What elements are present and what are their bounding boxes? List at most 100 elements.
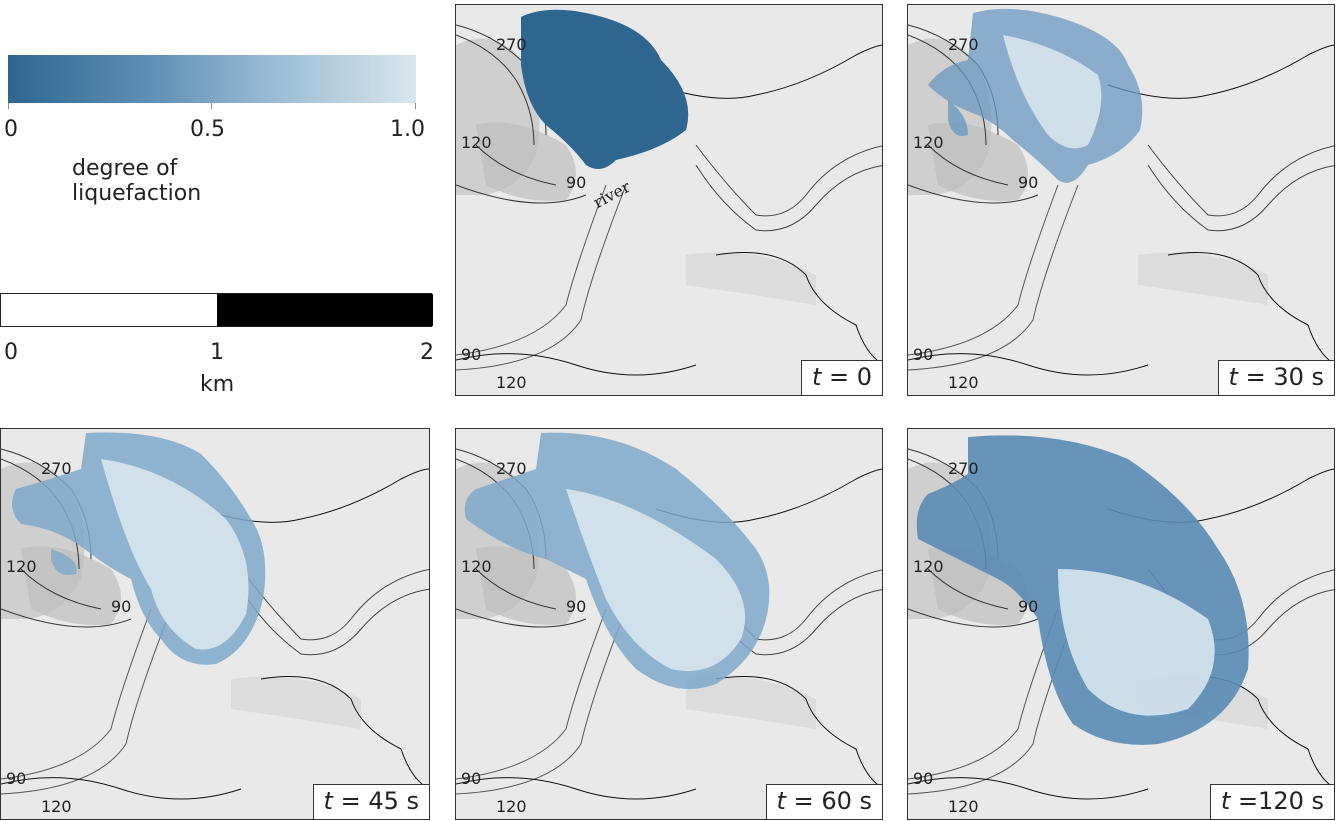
flow-high-liquefaction — [566, 489, 746, 671]
time-label: t =120 s — [1209, 784, 1334, 819]
flow-high-liquefaction — [1058, 569, 1215, 716]
boundary-line — [908, 777, 1149, 800]
time-symbol: t — [811, 363, 822, 391]
contour-label: 120 — [948, 373, 979, 392]
river-bank — [1147, 164, 1334, 232]
contour-label: 90 — [913, 769, 934, 788]
contour-label: 90 — [6, 769, 27, 788]
river-bank — [456, 608, 627, 795]
liquefaction-flow — [521, 9, 689, 169]
terrain-map — [456, 432, 882, 800]
boundary-line — [715, 676, 882, 789]
contour-label: 90 — [111, 597, 132, 616]
contour-label: 90 — [1018, 597, 1039, 616]
colorbar-caption: degree of liquefaction — [72, 156, 202, 206]
hillshade-area — [476, 122, 576, 201]
scale-label-0: 0 — [4, 340, 18, 365]
time-value: = 60 s — [785, 787, 872, 815]
contour-line — [456, 34, 535, 146]
scale-bar — [0, 293, 433, 327]
map-panel-t0: 270 120 90 90 120 river t = 0 — [455, 4, 883, 396]
boundary-line — [456, 777, 697, 800]
time-symbol: t — [1228, 363, 1238, 391]
time-label: t = 0 — [800, 360, 882, 395]
hillshade-area — [928, 122, 1028, 201]
time-symbol: t — [776, 787, 786, 815]
river-bank — [908, 608, 1059, 780]
contour-line — [456, 184, 587, 204]
contour-label: 90 — [566, 597, 587, 616]
flow-high-liquefaction — [1003, 35, 1102, 149]
river-bank — [908, 184, 1059, 356]
map-panel-t30: 270 120 90 90 120 t = 30 s — [907, 4, 1335, 396]
scale-label-2: 2 — [420, 340, 434, 365]
hillshade-area — [1138, 252, 1268, 305]
map-panel-t60: 270 120 90 90 120 t = 60 s — [455, 428, 883, 820]
scale-label-1: 1 — [210, 340, 224, 365]
hillshade-area — [476, 546, 576, 625]
boundary-line — [1167, 252, 1334, 365]
contour-label: 270 — [496, 459, 527, 478]
flow-lobe — [948, 100, 968, 136]
time-label: t = 60 s — [765, 784, 882, 819]
contour-label: 120 — [913, 133, 944, 152]
colorbar — [8, 55, 416, 103]
hillshade-area — [686, 676, 816, 729]
time-value: =120 s — [1230, 787, 1324, 815]
colorbar-tick — [211, 103, 212, 109]
river-bank — [695, 164, 882, 232]
colorbar-max-label: 1.0 — [390, 117, 425, 142]
boundary-line — [655, 44, 882, 99]
river-bank — [240, 588, 429, 656]
river-bank — [695, 144, 882, 217]
time-symbol: t — [1220, 787, 1231, 815]
contour-label: 120 — [496, 797, 527, 816]
contour-label: 270 — [948, 35, 979, 54]
hillshade-area — [21, 546, 121, 625]
contour-label: 90 — [913, 345, 934, 364]
contour-label: 270 — [41, 459, 72, 478]
time-value: = 45 s — [332, 787, 419, 815]
colorbar-min-label: 0 — [4, 117, 18, 142]
contour-label: 120 — [461, 557, 492, 576]
river-bank — [1, 608, 172, 795]
contour-label: 90 — [1018, 173, 1039, 192]
scale-bar-segment — [217, 294, 433, 326]
time-value: = 0 — [821, 363, 872, 391]
time-symbol: t — [323, 787, 333, 815]
boundary-line — [456, 353, 697, 376]
map-panel-t120: 270 120 90 90 120 t =120 s — [907, 428, 1335, 820]
contour-label: 120 — [6, 557, 37, 576]
contour-label: 90 — [461, 345, 482, 364]
river-bank — [1, 608, 152, 780]
river-bank — [1147, 144, 1334, 217]
river-bank — [908, 184, 1079, 371]
contour-label: 270 — [496, 35, 527, 54]
contour-label: 120 — [461, 133, 492, 152]
terrain-map — [1, 432, 429, 800]
contour-line — [908, 184, 1039, 204]
river-bank — [456, 608, 607, 780]
boundary-line — [260, 676, 429, 790]
time-label: t = 45 s — [312, 784, 429, 819]
river-bank — [456, 184, 627, 371]
time-label: t = 30 s — [1217, 360, 1334, 395]
contour-line — [908, 608, 1039, 628]
colorbar-tick — [415, 103, 416, 109]
contour-line — [475, 144, 557, 186]
contour-label: 120 — [948, 797, 979, 816]
contour-label: 120 — [496, 373, 527, 392]
flow-lobe — [51, 549, 77, 575]
boundary-line — [1107, 44, 1334, 99]
hillshade-area — [686, 252, 816, 305]
contour-label: 90 — [566, 173, 587, 192]
boundary-line — [715, 252, 882, 365]
colorbar-mid-label: 0.5 — [190, 117, 225, 142]
boundary-line — [908, 353, 1149, 376]
contour-line — [1, 608, 132, 628]
river-bank — [456, 184, 607, 356]
contour-line — [456, 608, 587, 628]
time-value: = 30 s — [1237, 363, 1324, 391]
boundary-line — [1, 777, 242, 800]
contour-line — [927, 568, 1009, 610]
